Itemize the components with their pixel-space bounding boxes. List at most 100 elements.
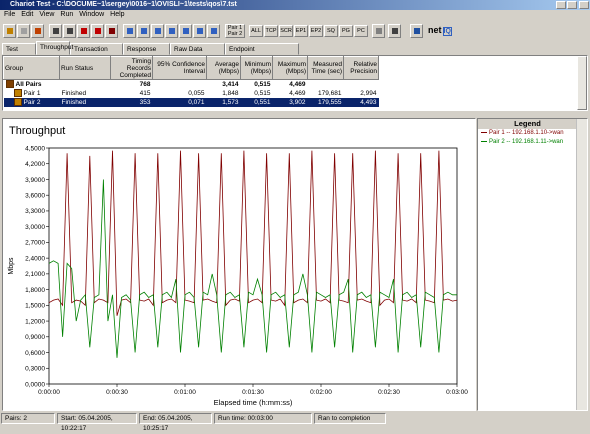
tab[interactable]: Endpoint Configuration (225, 43, 299, 64)
cell-text: 2,994 (360, 90, 377, 97)
legend-panel: Legend Pair 1 -- 192.168.1.10->wan Pair 2… (477, 118, 588, 411)
toolbar-button[interactable] (49, 24, 62, 38)
toolbar-button[interactable] (63, 24, 76, 38)
column-header[interactable]: Run Status (59, 56, 111, 80)
toolbar-button[interactable] (105, 24, 118, 38)
x-tick-label: 0:02:30 (378, 389, 400, 396)
x-tick-label: 0:00:30 (106, 389, 128, 396)
toolbar-button[interactable] (91, 24, 104, 38)
cell-text: 179,555 (318, 99, 342, 106)
table-cell: 1,573 (206, 98, 241, 107)
icon (21, 28, 27, 34)
cell-text: 353 (139, 99, 151, 106)
legend-entry[interactable]: Pair 2 -- 192.168.1.11->wan (478, 138, 587, 147)
view-button[interactable]: EP2 (309, 25, 323, 37)
window-title: Chariot Test - C:\DOCUME~1\sergey\0016~1… (10, 1, 237, 8)
tab[interactable]: Throughput (36, 41, 73, 55)
y-tick-label: 1,2000 (25, 318, 45, 325)
view-button[interactable]: SCR (279, 25, 293, 37)
toolbar-button[interactable] (388, 24, 401, 38)
table-cell: 179,681 (308, 89, 344, 98)
cell-text: 1,573 (222, 99, 239, 106)
title-bar: Chariot Test - C:\DOCUME~1\sergey\0016~1… (0, 0, 590, 10)
view-button[interactable]: PC (354, 25, 368, 37)
y-tick-label: 1,5000 (25, 303, 45, 310)
legend-scrollbar[interactable] (576, 119, 587, 410)
cell-text: 768 (139, 81, 151, 88)
tab[interactable]: Raw Data Totals (170, 43, 225, 64)
view-button[interactable]: TCP (264, 25, 278, 37)
pair-label: Pair 1 (227, 25, 243, 31)
column-header[interactable]: 95% Confidence Interval (152, 56, 207, 80)
plot-area (48, 147, 458, 385)
toolbar-button[interactable] (165, 24, 178, 38)
column-header[interactable]: Maximum (Mbps) (272, 56, 308, 80)
view-button[interactable]: SQ (324, 25, 338, 37)
menu-item[interactable]: Window (79, 11, 105, 18)
cell-text: 0,515 (254, 90, 271, 97)
close-button[interactable] (579, 1, 589, 9)
table-cell: 0,515 (241, 89, 273, 98)
tab[interactable]: Transaction Rate (70, 43, 123, 64)
table-cell: 4,469 (273, 89, 308, 98)
legend-entry[interactable]: Pair 1 -- 192.168.1.10->wan (478, 129, 587, 138)
x-tick-label: 0:00:00 (38, 389, 60, 396)
table-row[interactable]: All Pairs 768 3,414 0,515 4,469 (4, 80, 379, 90)
column-header[interactable]: Group (3, 56, 60, 80)
legend-label: Pair 1 -- 192.168.1.10->wan (489, 130, 564, 136)
toolbar-button[interactable] (410, 24, 423, 38)
column-header[interactable]: Measured Time (sec) (307, 56, 344, 80)
table-cell: Pair 2 (3, 98, 60, 107)
menu-item[interactable]: Help (110, 11, 125, 18)
cell-text: Pair 2 (23, 99, 41, 106)
menu-item[interactable]: Edit (21, 11, 34, 18)
table-cell: 179,555 (307, 98, 344, 107)
toolbar-button[interactable] (179, 24, 192, 38)
menu-item[interactable]: Run (60, 11, 74, 18)
minimize-button[interactable] (556, 1, 566, 9)
toolbar-button[interactable] (77, 24, 90, 38)
cell-text: 415 (139, 90, 151, 97)
scrollbar[interactable] (577, 56, 587, 110)
column-header[interactable]: Relative Precision (343, 56, 379, 80)
toolbar-button[interactable] (137, 24, 150, 38)
view-button[interactable]: ALL (249, 25, 263, 37)
y-tick-label: 0,0000 (25, 381, 45, 388)
toolbar-button[interactable] (3, 24, 16, 38)
toolbar-button[interactable] (207, 24, 220, 38)
toolbar-button[interactable] (123, 24, 136, 38)
table: Group Run Status Timing Records Completed 9… (3, 56, 379, 107)
menu-item[interactable]: File (4, 11, 16, 18)
group-icon (13, 98, 22, 107)
table-cell: 0,515 (241, 80, 273, 90)
menu-item[interactable]: View (39, 11, 55, 18)
toolbar-button[interactable] (17, 24, 30, 38)
column-header[interactable]: Minimum (Mbps) (240, 56, 273, 80)
view-button[interactable]: PG (339, 25, 353, 37)
column-header[interactable]: Average (Mbps) (206, 56, 241, 80)
icon (169, 28, 175, 34)
table-cell: 0,071 (152, 98, 207, 107)
y-tick-label: 2,7000 (25, 240, 45, 247)
chart: Throughput Mbps Elapsed time (h:mm:ss) 0,00… (8, 125, 468, 407)
y-tick-label: 4,5000 (25, 145, 45, 152)
table-cell: All Pairs (4, 80, 60, 90)
column-header[interactable]: Timing Records Completed (110, 56, 153, 80)
logo-text: IQ (442, 27, 452, 36)
table-row[interactable]: Pair 2 Finished 353 0,071 1,573 0,551 3,902 179… (3, 98, 379, 107)
toolbar-button[interactable] (151, 24, 164, 38)
toolbar-button[interactable] (372, 24, 385, 38)
maximize-button[interactable] (567, 1, 577, 9)
y-tick-label: 0,6000 (25, 350, 45, 357)
toolbar-button[interactable] (193, 24, 206, 38)
view-button[interactable]: EP1 (294, 25, 308, 37)
tab[interactable]: Response Time (123, 43, 170, 64)
toolbar-button[interactable] (31, 24, 44, 38)
icon (414, 28, 420, 34)
pair-button[interactable]: Pair 1 Pair 2 (225, 24, 245, 38)
cell-text: All Pairs (15, 81, 42, 88)
pair-label: Pair 2 (227, 31, 243, 37)
tab[interactable]: Test Setup (2, 43, 36, 64)
table-row[interactable]: Pair 1 Finished 415 0,055 1,848 0,515 4,469 179… (4, 89, 379, 98)
legend-title: Legend (478, 119, 577, 129)
